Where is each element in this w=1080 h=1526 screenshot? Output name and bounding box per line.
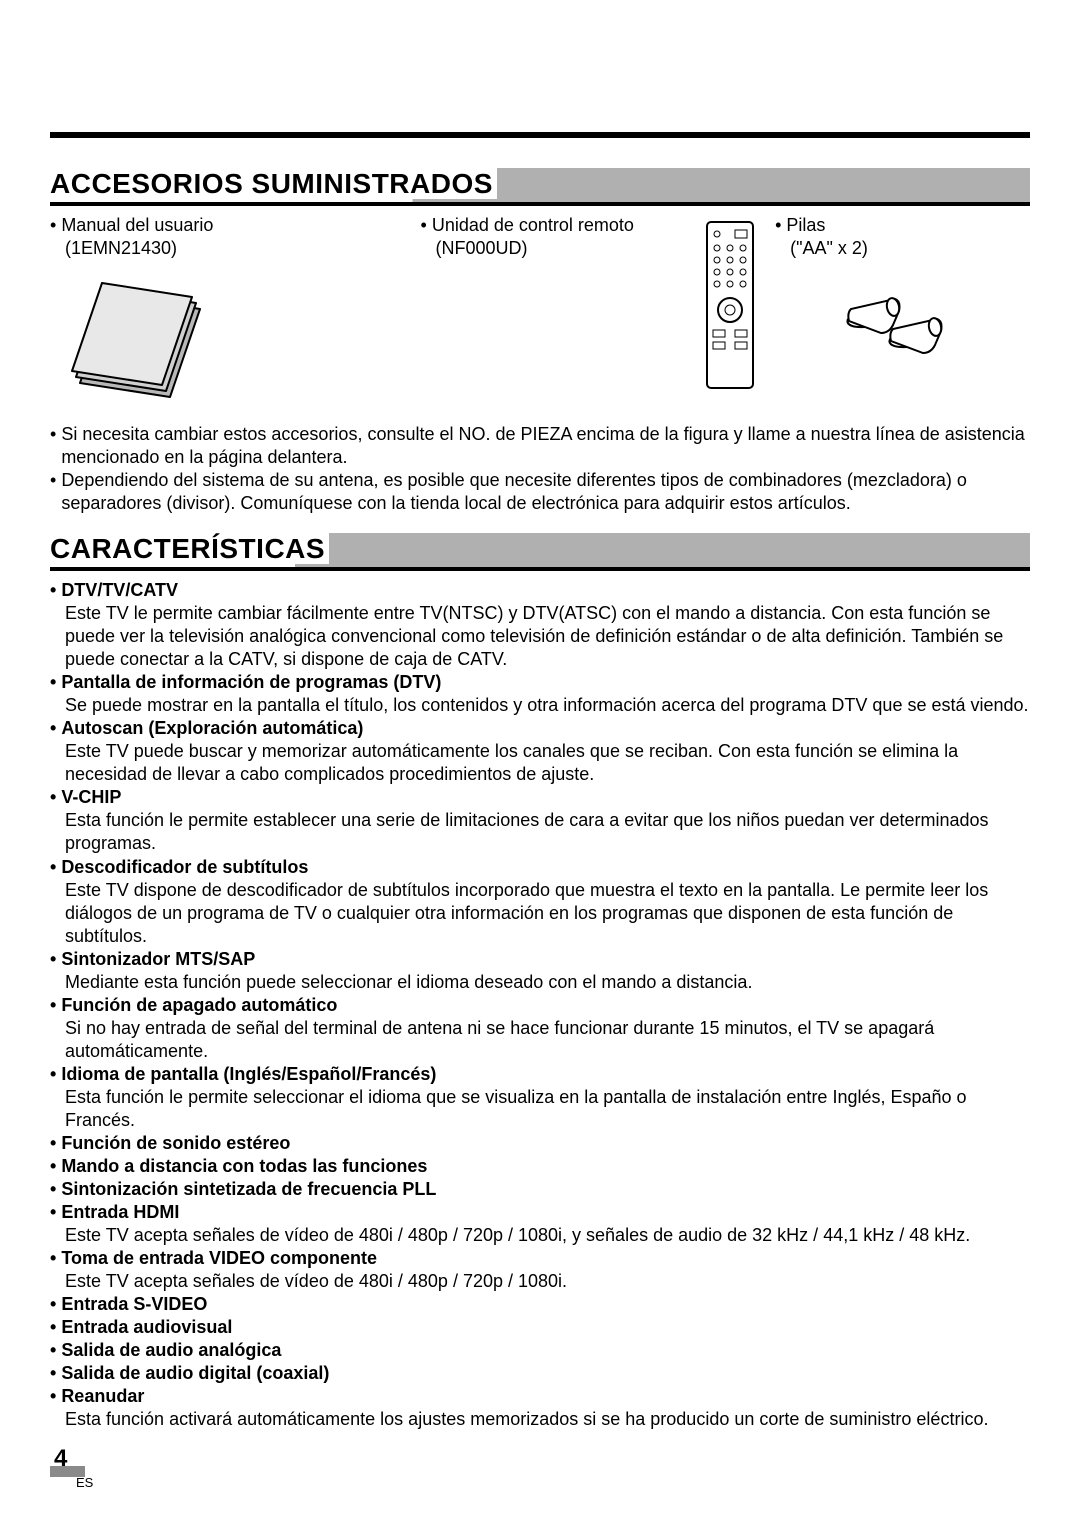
note-text: Dependiendo del sistema de su antena, es… [61, 469, 1030, 515]
heading-accesorios-text: ACCESORIOS SUMINISTRADOS [50, 168, 497, 199]
accessory-label: Pilas [786, 214, 825, 237]
feature-title: Toma de entrada VIDEO componente [61, 1247, 377, 1270]
accessory-part: ("AA" x 2) [775, 237, 1030, 260]
accessory-item: Unidad de control remoto (NF000UD) [421, 214, 756, 415]
feature-title: DTV/TV/CATV [61, 579, 178, 602]
accessory-label: Manual del usuario [61, 214, 213, 237]
feature-title: Entrada audiovisual [61, 1316, 232, 1339]
heading-caracteristicas-text: CARACTERÍSTICAS [50, 533, 329, 564]
feature-item: Idioma de pantalla (Inglés/Español/Franc… [50, 1063, 1030, 1086]
feature-title: Mando a distancia con todas las funcione… [61, 1155, 427, 1178]
feature-item: Entrada audiovisual [50, 1316, 1030, 1339]
feature-desc: Este TV puede buscar y memorizar automát… [50, 740, 1030, 786]
feature-item: Sintonizador MTS/SAP [50, 948, 1030, 971]
accessory-notes: Si necesita cambiar estos accesorios, co… [50, 423, 1030, 515]
feature-title: Entrada S-VIDEO [61, 1293, 207, 1316]
batteries-icon [775, 289, 1030, 359]
feature-desc: Este TV dispone de descodificador de sub… [50, 879, 1030, 948]
feature-title: Pantalla de información de programas (DT… [61, 671, 441, 694]
feature-item: V-CHIP [50, 786, 1030, 809]
feature-desc: Se puede mostrar en la pantalla el títul… [50, 694, 1030, 717]
feature-item: Autoscan (Exploración automática) [50, 717, 1030, 740]
feature-desc: Mediante esta función puede seleccionar … [50, 971, 1030, 994]
feature-title: Autoscan (Exploración automática) [61, 717, 363, 740]
feature-title: Reanudar [61, 1385, 144, 1408]
page-lang: ES [50, 1475, 93, 1490]
feature-item: Entrada HDMI [50, 1201, 1030, 1224]
feature-item: Pantalla de información de programas (DT… [50, 671, 1030, 694]
feature-item: Función de apagado automático [50, 994, 1030, 1017]
top-rule [50, 132, 1030, 138]
features-list: DTV/TV/CATVEste TV le permite cambiar fá… [50, 579, 1030, 1431]
feature-item: Descodificador de subtítulos [50, 856, 1030, 879]
feature-title: Función de sonido estéreo [61, 1132, 290, 1155]
accessory-label: Unidad de control remoto [432, 214, 634, 237]
accessory-part: (NF000UD) [421, 237, 702, 260]
feature-title: Sintonizador MTS/SAP [61, 948, 255, 971]
feature-item: DTV/TV/CATV [50, 579, 1030, 602]
feature-title: Entrada HDMI [61, 1201, 179, 1224]
feature-item: Entrada S-VIDEO [50, 1293, 1030, 1316]
feature-desc: Esta función le permite seleccionar el i… [50, 1086, 1030, 1132]
heading-caracteristicas: CARACTERÍSTICAS [50, 533, 1030, 571]
manual-book-icon [50, 265, 401, 415]
feature-title: Sintonización sintetizada de frecuencia … [61, 1178, 436, 1201]
accessory-item: Pilas ("AA" x 2) [775, 214, 1030, 415]
feature-item: Salida de audio analógica [50, 1339, 1030, 1362]
feature-desc: Esta función activará automáticamente lo… [50, 1408, 1030, 1431]
note-item: Dependiendo del sistema de su antena, es… [50, 469, 1030, 515]
feature-desc: Este TV le permite cambiar fácilmente en… [50, 602, 1030, 671]
accessory-part: (1EMN21430) [50, 237, 401, 260]
feature-item: Toma de entrada VIDEO componente [50, 1247, 1030, 1270]
feature-title: Salida de audio analógica [61, 1339, 281, 1362]
feature-item: Sintonización sintetizada de frecuencia … [50, 1178, 1030, 1201]
heading-accesorios: ACCESORIOS SUMINISTRADOS [50, 168, 1030, 206]
accessory-item: Manual del usuario (1EMN21430) [50, 214, 401, 415]
feature-title: Función de apagado automático [61, 994, 337, 1017]
feature-item: Mando a distancia con todas las funcione… [50, 1155, 1030, 1178]
feature-desc: Este TV acepta señales de vídeo de 480i … [50, 1224, 1030, 1247]
remote-control-icon [705, 220, 755, 370]
feature-desc: Este TV acepta señales de vídeo de 480i … [50, 1270, 1030, 1293]
feature-title: Salida de audio digital (coaxial) [61, 1362, 329, 1385]
note-item: Si necesita cambiar estos accesorios, co… [50, 423, 1030, 469]
accessories-row: Manual del usuario (1EMN21430) Unidad de… [50, 214, 1030, 415]
feature-item: Salida de audio digital (coaxial) [50, 1362, 1030, 1385]
feature-desc: Esta función le permite establecer una s… [50, 809, 1030, 855]
feature-desc: Si no hay entrada de señal del terminal … [50, 1017, 1030, 1063]
feature-item: Reanudar [50, 1385, 1030, 1408]
feature-item: Función de sonido estéreo [50, 1132, 1030, 1155]
feature-title: Idioma de pantalla (Inglés/Español/Franc… [61, 1063, 436, 1086]
note-text: Si necesita cambiar estos accesorios, co… [61, 423, 1030, 469]
feature-title: V-CHIP [61, 786, 121, 809]
feature-title: Descodificador de subtítulos [61, 856, 308, 879]
page-footer: 4 ES [50, 1445, 93, 1490]
page-number: 4 [50, 1445, 71, 1472]
